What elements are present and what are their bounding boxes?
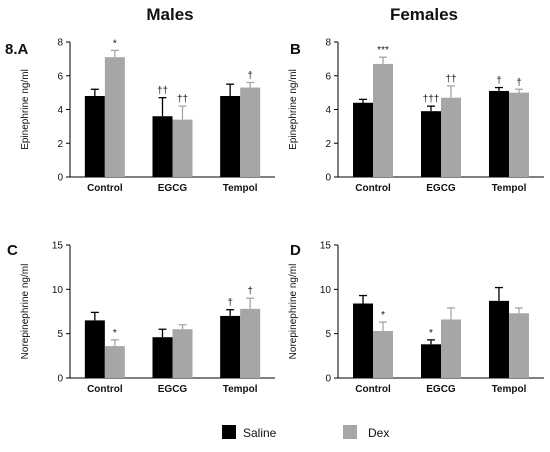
panel-4-bar-dex [373, 331, 394, 378]
panel-2-bar-saline [353, 102, 374, 177]
legend-swatch-saline [222, 425, 236, 439]
panel-2-ytick-label: 2 [325, 139, 331, 150]
panel-1-category-label: EGCG [158, 183, 188, 194]
panel-2-ytick-label: 0 [325, 173, 331, 184]
panel-1-y-axis-label: Epinephrine ng/ml [20, 69, 31, 150]
panel-1-significance-mark: † [247, 71, 253, 82]
panel-1-bar-saline [152, 116, 173, 177]
panel-3-ytick-label: 10 [52, 285, 64, 296]
panel-1-bar-dex [172, 119, 193, 177]
panel-4-significance-mark: * [429, 328, 433, 339]
panel-4-ytick-label: 0 [325, 374, 331, 385]
panel-1-category-label: Tempol [223, 183, 258, 194]
panel-2-significance-mark: *** [377, 45, 389, 56]
panel-3-bar-dex [240, 308, 261, 378]
panel-3-bar-dex [104, 346, 125, 378]
panel-3-significance-mark: † [247, 286, 253, 297]
panel-1-letter: 8.A [5, 41, 29, 58]
panel-3-category-label: EGCG [158, 384, 188, 395]
panel-3-ytick-label: 0 [57, 374, 63, 385]
panel-1-bar-dex [104, 57, 125, 177]
panel-2-ytick-label: 6 [325, 71, 331, 82]
panel-3-ytick-label: 5 [57, 329, 63, 340]
heading-females: Females [390, 5, 458, 24]
panel-3-bar-saline [84, 320, 105, 378]
panel-3-ytick-label: 15 [52, 241, 64, 252]
panel-2-y-axis-label: Epinephrine ng/ml [288, 69, 299, 150]
panel-1-ytick-label: 4 [57, 105, 63, 116]
panel-1-significance-mark: * [113, 38, 117, 49]
panel-4-category-label: EGCG [426, 384, 456, 395]
panel-1-ytick-label: 8 [57, 38, 63, 49]
panel-1-category-label: Control [87, 183, 123, 194]
panel-3-significance-mark: * [113, 328, 117, 339]
panel-1-ytick-label: 2 [57, 139, 63, 150]
panel-3-significance-mark: † [227, 298, 233, 309]
panel-2-significance-mark: ††† [423, 94, 440, 105]
panel-4-y-axis-label: Norepinephrine ng/ml [288, 264, 299, 360]
panel-2-ytick-label: 4 [325, 105, 331, 116]
panel-2-significance-mark: † [516, 77, 522, 88]
panel-2-significance-mark: †† [445, 74, 456, 85]
panel-1-significance-mark: †† [177, 94, 188, 105]
legend: Saline Dex [222, 425, 389, 440]
panel-2-letter: B [290, 41, 301, 58]
panel-4-ytick-label: 10 [320, 285, 332, 296]
panel-4-bar-saline [488, 300, 509, 378]
panel-2-category-label: EGCG [426, 183, 456, 194]
panel-4-category-label: Control [355, 384, 391, 395]
panel-3-bar-saline [220, 315, 241, 378]
legend-label-saline: Saline [243, 426, 277, 440]
panel-3-bar-saline [152, 337, 173, 378]
panel-1-bar-saline [220, 96, 241, 177]
panel-4-bar-dex [508, 313, 529, 378]
panel-2-bar-dex [508, 92, 529, 177]
panel-2-category-label: Control [355, 183, 391, 194]
panel-2-bar-dex [373, 63, 394, 177]
panel-4-ytick-label: 15 [320, 241, 332, 252]
panel-4-bar-dex [441, 319, 461, 378]
panel-4-category-label: Tempol [492, 384, 527, 395]
panel-4-significance-mark: * [381, 310, 385, 321]
panel-2-ytick-label: 8 [325, 38, 331, 49]
panel-2-bar-saline [421, 111, 441, 177]
panel-2-category-label: Tempol [492, 183, 527, 194]
panel-4-bar-saline [353, 303, 374, 378]
panel-1-ytick-label: 0 [57, 173, 63, 184]
panel-3-category-label: Control [87, 384, 123, 395]
panel-3-category-label: Tempol [223, 384, 258, 395]
panel-2-significance-mark: † [496, 76, 502, 87]
legend-swatch-dex [343, 425, 357, 439]
panel-4-ytick-label: 5 [325, 329, 331, 340]
panel-2-bar-saline [488, 90, 509, 177]
panel-3-y-axis-label: Norepinephrine ng/ml [20, 264, 31, 360]
panel-1-bar-saline [84, 96, 105, 177]
panel-4-letter: D [290, 242, 301, 259]
panel-1-ytick-label: 6 [57, 71, 63, 82]
heading-males: Males [146, 5, 193, 24]
legend-label-dex: Dex [368, 426, 389, 440]
panel-2-bar-dex [441, 97, 461, 177]
panel-3-letter: C [7, 242, 18, 259]
panel-4-bar-saline [421, 344, 441, 378]
panel-1-significance-mark: †† [157, 86, 168, 97]
panel-3-bar-dex [172, 329, 193, 378]
panel-1-bar-dex [240, 87, 261, 177]
